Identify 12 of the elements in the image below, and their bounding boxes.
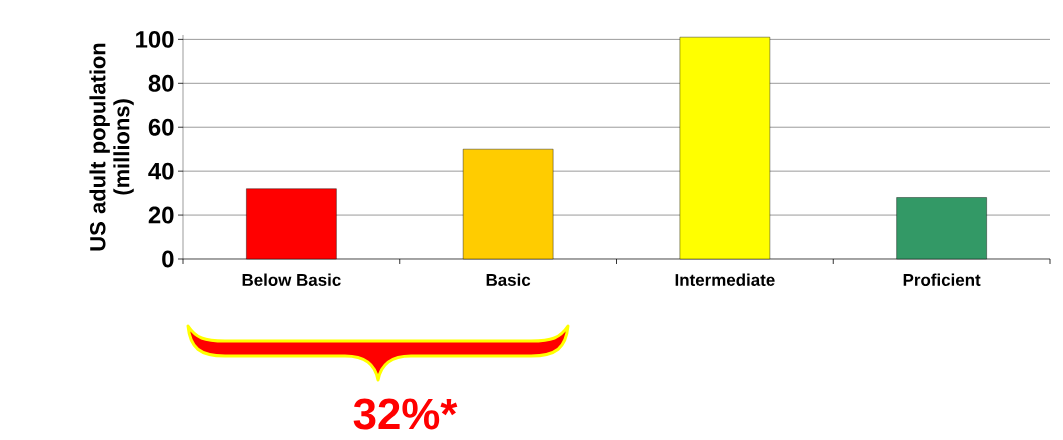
y-tick-label: 60 [148, 118, 174, 136]
text: 32%* [353, 398, 458, 430]
x-tick-label: Proficient [903, 273, 981, 286]
y-axis-title: US adult population (millions) [89, 43, 134, 251]
y-tick-label: 80 [148, 74, 174, 92]
x-tick-label: Intermediate [675, 273, 775, 286]
x-tick-label: Below Basic [242, 273, 341, 286]
x-tick-label: Basic [486, 273, 531, 286]
y-tick-label: 20 [148, 206, 174, 224]
y-tick-label: 0 [162, 250, 174, 268]
y-tick-label: 40 [148, 162, 174, 180]
y-tick-label: 100 [136, 30, 174, 48]
